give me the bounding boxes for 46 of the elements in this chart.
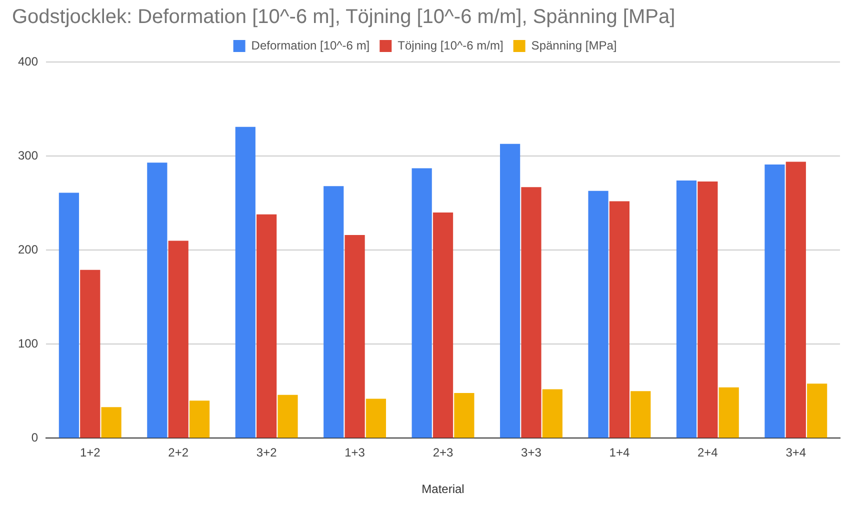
bar [764, 164, 785, 438]
x-tick-label: 1+4 [609, 446, 630, 460]
bar [609, 201, 630, 438]
bar [189, 400, 210, 438]
x-tick-label: 2+3 [432, 446, 454, 460]
x-tick-label: 2+2 [168, 446, 189, 460]
bar [630, 391, 651, 438]
bar [718, 387, 739, 438]
bar [454, 393, 474, 438]
bar [80, 270, 100, 438]
bar [676, 180, 697, 438]
x-tick-label: 3+3 [521, 446, 542, 460]
bar [101, 407, 122, 438]
x-tick-label: 3+2 [256, 446, 278, 460]
x-tick-label: 1+3 [344, 446, 366, 460]
bar [58, 192, 80, 438]
legend-label: Töjning [10^-6 m/m] [398, 38, 504, 52]
bar [807, 384, 828, 438]
bar [147, 162, 168, 438]
x-tick-label: 2+4 [697, 446, 718, 460]
bar [432, 212, 454, 438]
chart-title: Godstjocklek: Deformation [10^-6 m], Töjning [10^-6 m/m], Spänning [MPa] [12, 6, 676, 29]
bar [542, 389, 562, 438]
bar [500, 144, 520, 438]
x-tick-label: 3+4 [786, 446, 806, 460]
bar [324, 186, 344, 438]
x-tick-label: 1+2 [80, 446, 101, 460]
legend-label: Deformation [10^-6 m] [251, 38, 370, 52]
bar [235, 126, 256, 438]
y-tick-label: 400 [18, 54, 38, 68]
bar [256, 214, 277, 438]
bar [412, 168, 432, 438]
bar [521, 187, 542, 438]
x-axis-title: Material [422, 482, 464, 496]
bar [588, 190, 608, 438]
y-tick-label: 100 [18, 336, 38, 350]
y-tick-label: 300 [18, 148, 38, 162]
bar [698, 181, 718, 438]
bar [278, 394, 298, 438]
y-tick-label: 200 [18, 242, 38, 256]
bar [344, 235, 365, 438]
y-tick-label: 0 [31, 430, 38, 445]
bar [366, 398, 386, 438]
bar [786, 162, 806, 438]
bar [168, 240, 188, 438]
legend-label: Spänning [MPa] [531, 38, 617, 52]
